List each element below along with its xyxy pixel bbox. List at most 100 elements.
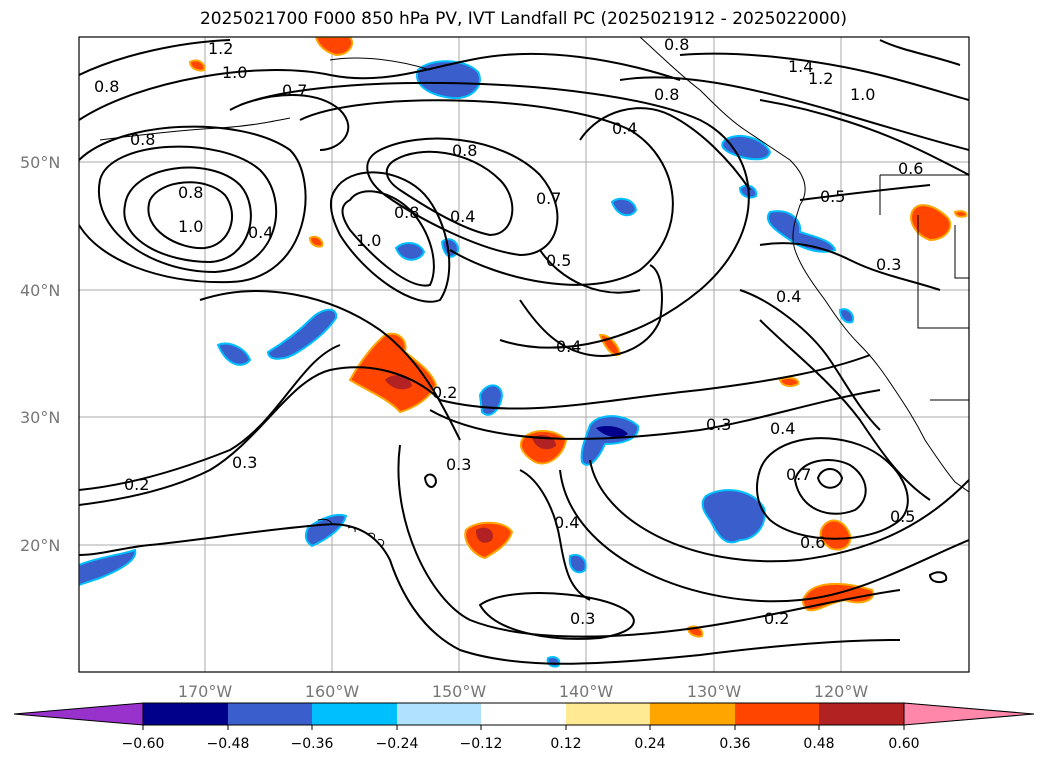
negative-blob: [266, 308, 338, 360]
pv-contour: [519, 264, 663, 357]
pv-contour: [79, 39, 231, 76]
colorbar-tick-labels: −0.60 −0.48 −0.36 −0.24 −0.12 0.12 0.24 …: [122, 736, 920, 752]
pv-contour: [756, 437, 909, 540]
state-border: [954, 225, 969, 279]
pv-contour: [341, 190, 435, 287]
pv-contour: [793, 459, 867, 515]
pv-contour: [147, 181, 234, 250]
pv-contour: [79, 52, 681, 121]
pv-contour: [759, 242, 941, 291]
colorbar-tick: 0.12: [550, 736, 581, 752]
pv-contour: [79, 344, 341, 491]
contour-label: 0.5: [890, 507, 915, 526]
negative-blob: [304, 514, 348, 548]
lat-tick-labels: 50°N 40°N 30°N 20°N: [20, 153, 60, 555]
colorbar-tick: −0.60: [122, 736, 165, 752]
negative-blob: [580, 415, 640, 466]
positive-blob: [910, 204, 952, 242]
pv-contour: [79, 366, 441, 506]
positive-blob: [778, 376, 800, 388]
pc-fill-blobs: [79, 37, 968, 668]
colorbar-tick: −0.36: [291, 736, 334, 752]
contour-label: 0.4: [450, 207, 475, 226]
negative-blob: [721, 134, 772, 161]
colorbar-tick: 0.60: [888, 736, 919, 752]
pv-contour: [439, 354, 871, 410]
pv-contour: [423, 473, 438, 488]
colorbar-tick: −0.12: [460, 736, 503, 752]
pv-contour: [579, 107, 751, 191]
colorbar-segment: [566, 703, 650, 725]
pv-contour: [478, 592, 635, 640]
positive-blob: [314, 37, 354, 57]
colorbar-tick: 0.24: [634, 736, 665, 752]
lon-label: 170°W: [178, 682, 233, 701]
lon-label: 150°W: [432, 682, 487, 701]
negative-blob: [610, 197, 638, 217]
pv-contour: [559, 469, 969, 603]
contour-label: 1.2: [208, 39, 233, 58]
contour-label: 0.8: [130, 130, 155, 149]
lat-label: 30°N: [20, 408, 60, 427]
aleutian-islands: [99, 117, 291, 141]
pv-contour: [385, 150, 514, 237]
pv-contour: [299, 99, 674, 286]
colorbar-segment: [650, 703, 735, 725]
contour-label: 0.5: [546, 251, 571, 270]
pv-contour: [928, 571, 948, 584]
map-border: [78, 36, 970, 673]
colorbar-tick: −0.24: [376, 736, 419, 752]
negative-blob: [767, 210, 837, 253]
contour-label: 0.6: [898, 159, 923, 178]
contour-label: 0.4: [776, 287, 801, 306]
lat-label: 40°N: [20, 281, 60, 300]
contour-label: 0.8: [394, 203, 419, 222]
contour-label: 1.2: [808, 69, 833, 88]
contour-label: 0.3: [232, 453, 257, 472]
lon-label: 120°W: [814, 682, 869, 701]
pv-contour: [539, 249, 641, 294]
negative-blob: [546, 656, 561, 668]
pv-contour: [519, 469, 591, 601]
positive-blob: [385, 375, 412, 390]
negative-blob: [568, 554, 587, 574]
negative-blob: [79, 548, 137, 587]
pv-contour: [79, 523, 901, 665]
colorbar-tick: −0.48: [207, 736, 250, 752]
lat-label: 50°N: [20, 153, 60, 172]
colorbar-tick: 0.36: [719, 736, 750, 752]
map-title: 2025021700 F000 850 hPa PV, IVT Landfall…: [199, 9, 847, 29]
contour-label: 0.8: [178, 183, 203, 202]
negative-blob: [838, 308, 854, 324]
contour-label: 0.6: [800, 533, 825, 552]
colorbar-extend-high: [903, 702, 1035, 726]
colorbar-segment: [819, 703, 904, 725]
pv-contour: [759, 99, 969, 176]
contour-label: 0.2: [432, 383, 457, 402]
state-border: [917, 215, 969, 329]
contour-label: 0.8: [94, 77, 119, 96]
contour-label: 0.8: [452, 141, 477, 160]
positive-blob: [476, 527, 493, 543]
contour-label: 0.7: [282, 81, 307, 100]
coastlines: [99, 37, 969, 547]
colorbar-segment: [143, 703, 228, 725]
positive-blob: [953, 210, 968, 218]
contour-label: 0.4: [554, 513, 579, 532]
pv-contour: [329, 171, 451, 303]
pv-contour: [879, 39, 961, 66]
pv-contour: [589, 459, 969, 563]
pv-contours: [79, 39, 969, 665]
pv-contour: [739, 289, 881, 431]
contour-label: 1.0: [222, 63, 247, 82]
hawaii-islands: [317, 518, 385, 547]
contour-label: 0.4: [770, 419, 795, 438]
contour-label: 1.0: [356, 231, 381, 250]
pv-contour: [429, 389, 881, 440]
colorbar-segment: [481, 703, 566, 725]
negative-blob: [394, 242, 426, 261]
contour-label: 0.5: [820, 187, 845, 206]
pv-contour: [679, 52, 969, 101]
contour-label: 1.4: [788, 57, 813, 76]
colorbar-segment: [397, 703, 481, 725]
